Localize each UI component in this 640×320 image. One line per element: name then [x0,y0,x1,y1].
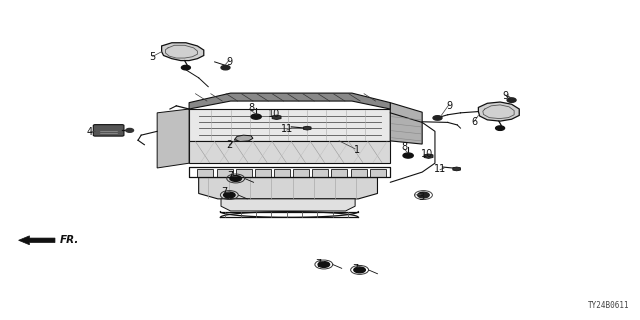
Circle shape [403,153,413,158]
Text: 11: 11 [434,164,446,174]
Polygon shape [189,141,390,163]
Circle shape [495,126,504,130]
Polygon shape [424,154,433,158]
Circle shape [223,192,235,198]
Polygon shape [255,169,271,177]
Circle shape [251,114,261,119]
Polygon shape [478,102,519,121]
Polygon shape [453,167,461,171]
Text: 4: 4 [87,127,93,137]
Polygon shape [19,236,55,245]
Polygon shape [293,169,309,177]
Text: 8: 8 [248,103,254,113]
Text: 3: 3 [418,192,424,202]
Text: 9: 9 [502,91,508,101]
Text: 2: 2 [226,140,232,150]
Polygon shape [274,169,290,177]
Polygon shape [351,169,367,177]
Text: 7: 7 [353,264,359,274]
Polygon shape [198,178,378,199]
Circle shape [181,65,190,70]
FancyBboxPatch shape [93,124,124,136]
Circle shape [433,116,442,120]
Text: 7: 7 [316,259,322,268]
Polygon shape [197,169,213,177]
Polygon shape [303,126,311,130]
Polygon shape [332,169,348,177]
Text: 8: 8 [401,142,407,152]
Circle shape [418,192,429,198]
Polygon shape [390,103,422,144]
Text: 1: 1 [354,146,360,156]
Polygon shape [272,115,281,120]
Text: TY24B0611: TY24B0611 [588,301,630,310]
Polygon shape [234,135,253,141]
Polygon shape [189,109,390,141]
Polygon shape [162,43,204,60]
Circle shape [507,98,516,102]
Circle shape [221,65,230,70]
Text: 6: 6 [472,117,477,127]
Text: 7: 7 [227,171,234,181]
Circle shape [354,267,365,273]
Text: FR.: FR. [60,235,79,245]
Polygon shape [189,93,390,109]
Polygon shape [216,169,232,177]
Text: 5: 5 [150,52,156,62]
Polygon shape [370,169,386,177]
Circle shape [126,128,134,132]
Polygon shape [236,169,252,177]
Text: 11: 11 [281,124,293,134]
Polygon shape [157,109,189,168]
Polygon shape [221,199,355,211]
Text: 10: 10 [268,109,280,119]
Text: 9: 9 [227,57,232,67]
Text: 7: 7 [221,188,227,197]
Circle shape [318,262,330,268]
Circle shape [230,176,241,181]
Text: 10: 10 [421,149,433,159]
Polygon shape [312,169,328,177]
Text: 9: 9 [446,101,452,111]
